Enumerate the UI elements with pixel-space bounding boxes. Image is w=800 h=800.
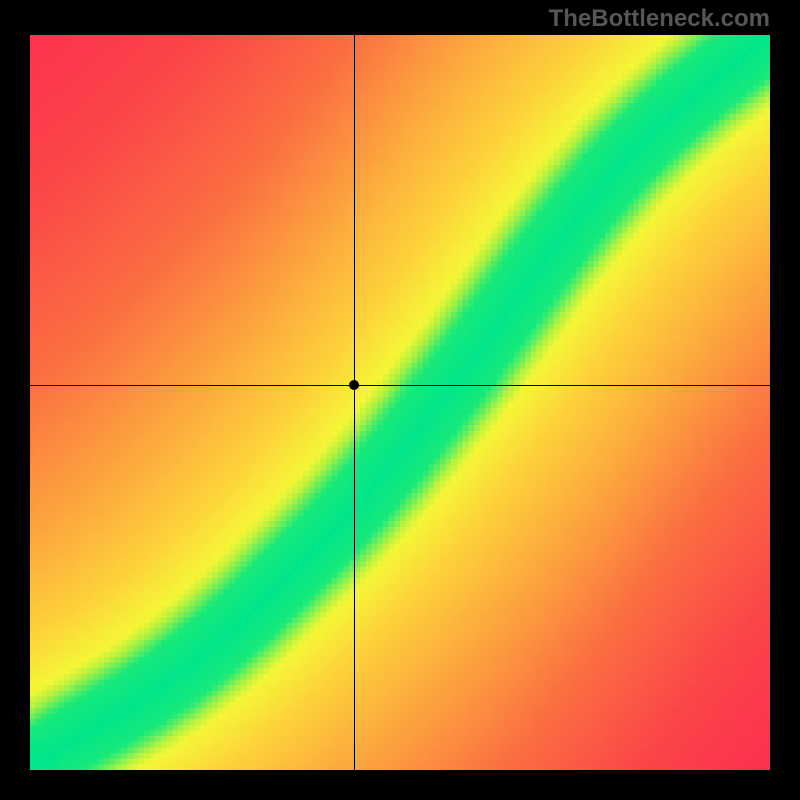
crosshair-vertical <box>354 35 355 770</box>
watermark-text: TheBottleneck.com <box>549 5 770 33</box>
heatmap-plot <box>30 35 770 770</box>
heatmap-canvas <box>30 35 770 770</box>
crosshair-horizontal <box>30 385 770 386</box>
datapoint-marker <box>349 380 359 390</box>
